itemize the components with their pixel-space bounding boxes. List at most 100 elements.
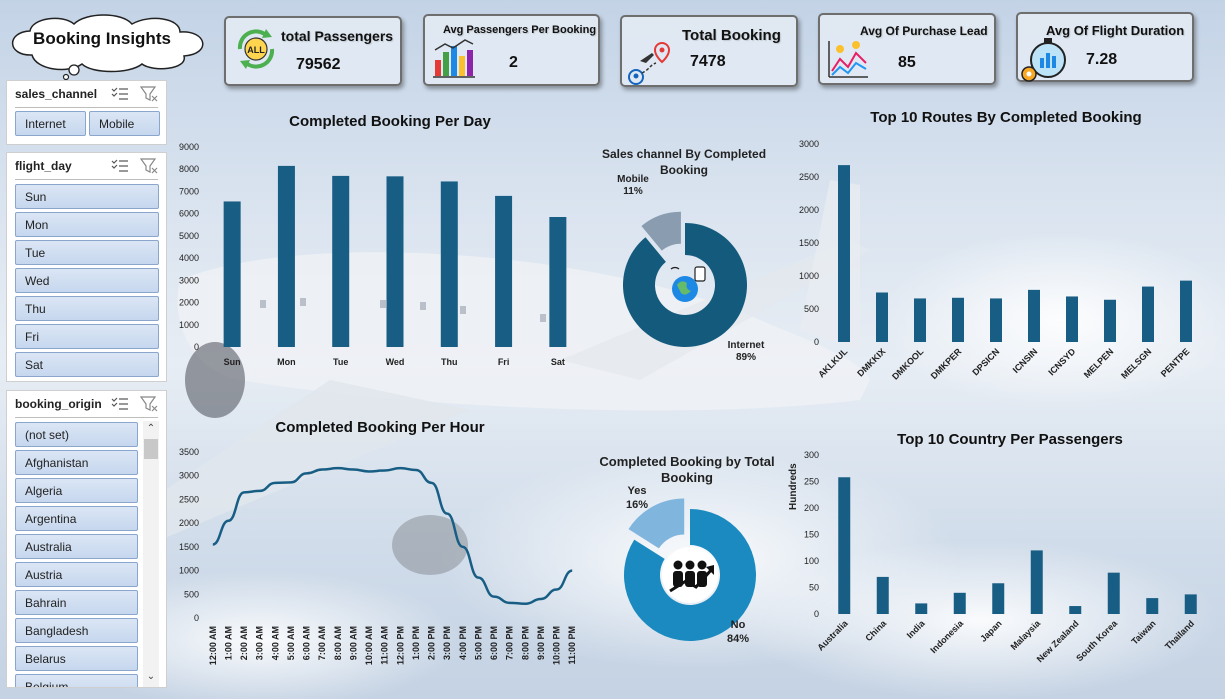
bar bbox=[1069, 606, 1082, 614]
kpi-label: Avg Of Flight Duration bbox=[1046, 23, 1185, 38]
slicer-item[interactable]: Mobile bbox=[89, 111, 160, 136]
slicer-item[interactable]: Belarus bbox=[15, 646, 138, 671]
slicer-booking-origin: booking_origin (not set) Afghanistan Alg… bbox=[6, 390, 167, 688]
x-tick-label: PENTPE bbox=[1159, 346, 1192, 379]
x-tick-label: 3:00 PM bbox=[442, 626, 452, 660]
x-tick-label: Taiwan bbox=[1129, 618, 1157, 646]
x-tick-label: 6:00 PM bbox=[489, 626, 499, 660]
slicer-item[interactable]: Wed bbox=[15, 268, 159, 293]
kpi-avg-passengers: Avg Passengers Per Booking 2 bbox=[423, 14, 600, 86]
y-tick-label: 5000 bbox=[179, 231, 199, 241]
scroll-down-icon[interactable]: ⌄ bbox=[146, 671, 156, 682]
x-tick-label: 4:00 PM bbox=[458, 626, 468, 660]
slice-name: No bbox=[730, 619, 746, 631]
x-tick-label: DPSICN bbox=[970, 346, 1001, 377]
multi-select-icon[interactable] bbox=[111, 86, 129, 102]
kpi-value: 85 bbox=[898, 54, 916, 71]
y-tick-label: 6000 bbox=[179, 209, 199, 219]
bar-chart-icon bbox=[433, 39, 475, 78]
slicer-item[interactable]: Argentina bbox=[15, 506, 138, 531]
bar bbox=[1146, 598, 1159, 614]
kpi-value: 7478 bbox=[690, 53, 726, 70]
kpi-value: 2 bbox=[509, 54, 518, 71]
x-tick-label: 11:00 AM bbox=[380, 626, 390, 665]
bar bbox=[1028, 289, 1040, 342]
slicer-item[interactable]: Fri bbox=[15, 324, 159, 349]
x-tick-label: 1:00 PM bbox=[411, 626, 421, 660]
y-tick-label: 500 bbox=[184, 589, 199, 599]
clear-filter-icon[interactable] bbox=[140, 158, 158, 174]
bar bbox=[1184, 594, 1197, 614]
x-tick-label: 2:00 PM bbox=[427, 626, 437, 660]
x-tick-label: MELSGN bbox=[1119, 346, 1153, 380]
scrollbar-thumb[interactable] bbox=[144, 439, 158, 459]
x-tick-label: Japan bbox=[978, 618, 1003, 643]
y-tick-label: 150 bbox=[804, 530, 819, 540]
clear-filter-icon[interactable] bbox=[140, 86, 158, 102]
kpi-label: Avg Passengers Per Booking bbox=[443, 24, 597, 36]
slice-pct: 84% bbox=[726, 633, 750, 645]
person-head bbox=[673, 560, 683, 570]
person-head bbox=[685, 560, 695, 570]
multi-select-icon[interactable] bbox=[111, 158, 129, 174]
y-tick-label: 500 bbox=[804, 304, 819, 314]
y-tick-label: 7000 bbox=[179, 186, 199, 196]
chart-title-per-day: Completed Booking Per Day bbox=[289, 113, 491, 130]
slicer-item[interactable]: Belgium bbox=[15, 674, 138, 687]
slicer-item[interactable]: Sun bbox=[15, 184, 159, 209]
slice-label-no: No 84% bbox=[718, 618, 758, 646]
bar bbox=[952, 297, 964, 342]
slicer-item[interactable]: Australia bbox=[15, 534, 138, 559]
y-tick-label: 0 bbox=[194, 613, 199, 623]
pie-slice bbox=[623, 223, 747, 347]
slicer-item[interactable]: Mon bbox=[15, 212, 159, 237]
slicer-divider bbox=[15, 179, 158, 180]
pie-slice bbox=[624, 509, 756, 641]
x-tick-label: Mon bbox=[277, 357, 296, 367]
slicer-item[interactable]: Internet bbox=[15, 111, 86, 136]
x-tick-label: 12:00 AM bbox=[208, 626, 218, 665]
y-tick-label: 100 bbox=[804, 556, 819, 566]
bar bbox=[223, 201, 241, 347]
chart-title-per-hour: Completed Booking Per Hour bbox=[275, 419, 485, 436]
person-head bbox=[697, 560, 707, 570]
pie-slice bbox=[628, 498, 685, 549]
slicer-item[interactable]: Thu bbox=[15, 296, 159, 321]
clear-filter-icon[interactable] bbox=[140, 396, 158, 412]
slicer-item[interactable]: Algeria bbox=[15, 478, 138, 503]
slice-label-internet: Internet 89% bbox=[720, 340, 772, 364]
bar bbox=[1066, 296, 1078, 342]
slice-pct: 89% bbox=[735, 352, 756, 363]
y-tick-label: 9000 bbox=[179, 142, 199, 152]
kpi-total-booking: Total Booking 7478 bbox=[620, 15, 798, 87]
x-tick-label: 2:00 AM bbox=[239, 626, 249, 660]
y-tick-label: 3000 bbox=[179, 275, 199, 285]
slice-label-mobile: Mobile 11% bbox=[610, 174, 656, 198]
slicer-item[interactable]: Tue bbox=[15, 240, 159, 265]
x-tick-label: Thailand bbox=[1163, 618, 1196, 651]
y-tick-label: 1500 bbox=[179, 542, 199, 552]
bar bbox=[914, 298, 926, 342]
x-tick-label: Fri bbox=[498, 357, 510, 367]
stopwatch-chart-icon bbox=[1021, 38, 1066, 82]
bar bbox=[876, 576, 889, 614]
slicer-item[interactable]: Bahrain bbox=[15, 590, 138, 615]
slicer-item[interactable]: Sat bbox=[15, 352, 159, 377]
x-tick-label: Malaysia bbox=[1009, 618, 1043, 652]
slicer-item[interactable]: Afghanistan bbox=[15, 450, 138, 475]
slicer-item[interactable]: Austria bbox=[15, 562, 138, 587]
slicer-item[interactable]: Bangladesh bbox=[15, 618, 138, 643]
x-tick-label: ICNSIN bbox=[1011, 346, 1040, 375]
y-tick-label: 0 bbox=[814, 337, 819, 347]
chart-sales-channel bbox=[623, 211, 747, 347]
slicer-item[interactable]: (not set) bbox=[15, 422, 138, 447]
title-cloud-icon bbox=[11, 14, 204, 80]
bar bbox=[1107, 572, 1120, 614]
x-tick-label: Wed bbox=[386, 357, 405, 367]
x-tick-label: Australia bbox=[815, 618, 850, 653]
x-tick-label: 12:00 PM bbox=[395, 626, 405, 665]
multi-select-icon[interactable] bbox=[111, 396, 129, 412]
scrollbar-track[interactable] bbox=[143, 421, 159, 687]
scroll-up-icon[interactable]: ⌃ bbox=[146, 423, 156, 434]
x-tick-label: 6:00 AM bbox=[302, 626, 312, 660]
